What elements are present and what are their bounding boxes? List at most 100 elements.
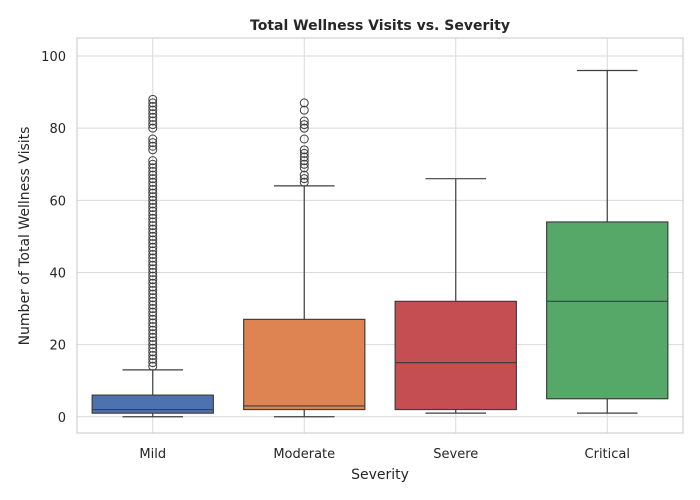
outlier-point xyxy=(148,307,158,317)
outlier-point xyxy=(299,177,309,187)
outlier-point xyxy=(148,163,158,173)
x-tick-label: Critical xyxy=(585,447,630,462)
outlier-point xyxy=(299,98,309,108)
outlier-point xyxy=(148,145,158,155)
x-tick-labels: Mild Moderate Severe Critical xyxy=(139,447,630,462)
outlier-point xyxy=(148,314,158,324)
outlier-point xyxy=(148,102,158,112)
outlier-point xyxy=(299,159,309,169)
y-axis-label: Number of Total Wellness Visits xyxy=(17,127,33,346)
outlier-point xyxy=(148,289,158,299)
y-tick-label: 60 xyxy=(49,194,66,209)
y-tick-label: 20 xyxy=(49,339,66,354)
outlier-point xyxy=(148,318,158,328)
outlier-point xyxy=(148,242,158,252)
outlier-point xyxy=(148,325,158,335)
outlier-point xyxy=(148,300,158,310)
outlier-point xyxy=(148,246,158,256)
outlier-point xyxy=(148,340,158,350)
outlier-point xyxy=(148,296,158,306)
outlier-point xyxy=(299,120,309,130)
outlier-point xyxy=(148,311,158,321)
x-tick-label: Mild xyxy=(139,447,166,462)
outlier-point xyxy=(148,354,158,364)
box-mild xyxy=(91,394,214,414)
outlier-point xyxy=(148,195,158,205)
outlier-point xyxy=(299,152,309,162)
outlier-point xyxy=(148,210,158,220)
outlier-point xyxy=(148,332,158,342)
outlier-point xyxy=(299,116,309,126)
outlier-point xyxy=(148,188,158,198)
outlier-point xyxy=(148,253,158,263)
y-tick-label: 0 xyxy=(58,411,66,426)
outlier-point xyxy=(148,174,158,184)
outlier-point xyxy=(148,123,158,133)
outlier-point xyxy=(148,267,158,277)
outlier-point xyxy=(148,361,158,371)
outlier-point xyxy=(148,134,158,144)
outlier-point xyxy=(299,145,309,155)
outlier-point xyxy=(148,166,158,176)
plot-area-frame xyxy=(76,37,684,434)
outlier-point xyxy=(148,177,158,187)
outlier-point xyxy=(148,264,158,274)
outlier-point xyxy=(148,286,158,296)
outlier-point xyxy=(148,304,158,314)
x-tick-label: Severe xyxy=(433,447,478,462)
outlier-point xyxy=(148,293,158,303)
outlier-point xyxy=(148,213,158,223)
outlier-point xyxy=(148,322,158,332)
x-axis-label: Severity xyxy=(351,467,409,483)
outlier-point xyxy=(148,239,158,249)
outlier-point xyxy=(299,174,309,184)
outlier-point xyxy=(148,350,158,360)
outlier-point xyxy=(148,275,158,285)
outlier-point xyxy=(148,271,158,281)
outlier-point xyxy=(148,138,158,148)
outlier-point xyxy=(148,192,158,202)
outlier-point xyxy=(148,112,158,122)
outlier-point xyxy=(148,170,158,180)
outlier-point xyxy=(148,156,158,166)
outlier-point xyxy=(148,231,158,241)
outlier-point xyxy=(148,329,158,339)
outlier-point xyxy=(148,109,158,119)
outlier-point xyxy=(148,343,158,353)
outlier-point xyxy=(299,123,309,133)
box-critical xyxy=(546,221,669,400)
outlier-point xyxy=(148,181,158,191)
box-severe xyxy=(394,300,517,411)
outlier-point xyxy=(148,120,158,130)
outlier-point xyxy=(148,141,158,151)
outlier-point xyxy=(148,228,158,238)
outlier-point xyxy=(148,358,158,368)
outlier-point xyxy=(148,260,158,270)
y-tick-label: 80 xyxy=(49,122,66,137)
outlier-point xyxy=(299,134,309,144)
y-tick-labels: 0 20 40 60 80 100 xyxy=(41,50,66,426)
outlier-point xyxy=(148,257,158,267)
outlier-point xyxy=(148,224,158,234)
outlier-point xyxy=(148,282,158,292)
outlier-point xyxy=(148,336,158,346)
outlier-point xyxy=(148,105,158,115)
outlier-point xyxy=(148,249,158,259)
y-tick-label: 100 xyxy=(41,50,66,65)
outlier-point xyxy=(148,235,158,245)
outlier-point xyxy=(148,199,158,209)
outlier-point xyxy=(148,203,158,213)
chart-title: Total Wellness Visits vs. Severity xyxy=(250,18,510,34)
box-moderate xyxy=(243,318,366,411)
outlier-point xyxy=(148,217,158,227)
y-tick-label: 40 xyxy=(49,266,66,281)
outlier-point xyxy=(299,170,309,180)
outlier-point xyxy=(148,98,158,108)
outlier-point xyxy=(148,221,158,231)
outlier-point xyxy=(148,159,158,169)
outlier-point xyxy=(299,105,309,115)
outlier-point xyxy=(299,163,309,173)
outlier-point xyxy=(148,116,158,126)
box-series xyxy=(91,69,669,418)
